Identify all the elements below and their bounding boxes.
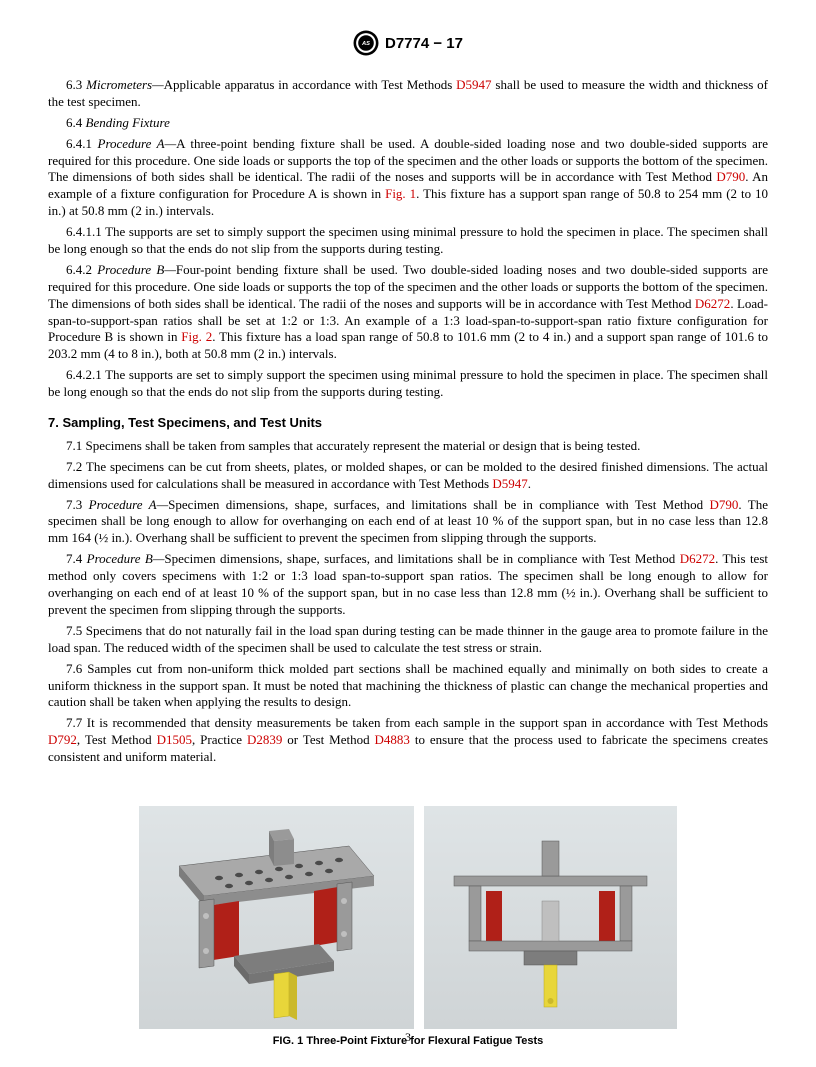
text: The supports are set to simply support t… [48,367,768,399]
text: Specimen dimensions, shape, surfaces, an… [168,497,709,512]
ref-link[interactable]: D5947 [456,77,491,92]
ref-link[interactable]: D4883 [375,732,410,747]
clause-num: 7.6 [66,661,87,676]
clause-num: 6.4.2.1 [66,367,105,382]
term: Procedure A— [98,136,177,151]
clause-num: 6.4.1.1 [66,224,105,239]
para-6-4-2-1: 6.4.2.1 The supports are set to simply s… [48,367,768,401]
page: AS D7774 − 17 6.3 Micrometers—Applicable… [0,0,816,1067]
text: . [528,476,531,491]
fig-link[interactable]: Fig. 1 [385,186,416,201]
header-inner: AS D7774 − 17 [353,30,463,56]
para-6-3: 6.3 Micrometers—Applicable apparatus in … [48,77,768,111]
term: Bending Fixture [86,115,170,130]
para-7-1: 7.1 Specimens shall be taken from sample… [48,438,768,455]
fixture-isometric-icon [139,806,414,1029]
para-6-4-1: 6.4.1 Procedure A—A three-point bending … [48,136,768,220]
clause-num: 7.4 [66,551,87,566]
body-content: 6.3 Micrometers—Applicable apparatus in … [48,77,768,766]
figure-1-left-panel [139,806,414,1029]
term: Micrometers— [86,77,164,92]
fixture-front-icon [424,806,677,1029]
text: Samples cut from non-uniform thick molde… [48,661,768,710]
para-6-4-1-1: 6.4.1.1 The supports are set to simply s… [48,224,768,258]
term: Procedure B— [97,262,176,277]
clause-num: 6.3 [66,77,86,92]
page-number: 3 [0,1030,816,1045]
ref-link[interactable]: D6272 [680,551,715,566]
text: Specimen dimensions, shape, surfaces, an… [164,551,679,566]
para-7-7: 7.7 It is recommended that density measu… [48,715,768,766]
text: The specimens can be cut from sheets, pl… [48,459,768,491]
term: Procedure A— [89,497,169,512]
ref-link[interactable]: D6272 [695,296,730,311]
text: The supports are set to simply support t… [48,224,768,256]
page-header: AS D7774 − 17 [48,30,768,61]
para-7-5: 7.5 Specimens that do not naturally fail… [48,623,768,657]
section-7-heading: 7. Sampling, Test Specimens, and Test Un… [48,415,768,432]
clause-num: 7.5 [66,623,86,638]
text: or Test Method [282,732,374,747]
astm-logo-icon: AS [353,30,379,56]
ref-link[interactable]: D1505 [157,732,192,747]
text: It is recommended that density measureme… [87,715,768,730]
svg-text:AS: AS [361,41,370,47]
clause-num: 6.4.2 [66,262,97,277]
ref-link[interactable]: D2839 [247,732,282,747]
figure-1-right-panel [424,806,677,1029]
text: Specimens shall be taken from samples th… [86,438,641,453]
ref-link[interactable]: D5947 [492,476,527,491]
term: Procedure B— [87,551,165,566]
ref-link[interactable]: D792 [48,732,77,747]
para-7-3: 7.3 Procedure A—Specimen dimensions, sha… [48,497,768,548]
clause-num: 7.1 [66,438,86,453]
para-7-6: 7.6 Samples cut from non-uniform thick m… [48,661,768,712]
text: Specimens that do not naturally fail in … [48,623,768,655]
text: , Test Method [77,732,157,747]
para-7-4: 7.4 Procedure B—Specimen dimensions, sha… [48,551,768,619]
figure-1-row [48,806,768,1029]
ref-link[interactable]: D790 [716,169,745,184]
clause-num: 7.7 [66,715,87,730]
fig-link[interactable]: Fig. 2 [181,329,212,344]
doc-id: D7774 − 17 [385,35,463,52]
ref-link[interactable]: D790 [710,497,739,512]
para-6-4-2: 6.4.2 Procedure B—Four-point bending fix… [48,262,768,363]
para-7-2: 7.2 The specimens can be cut from sheets… [48,459,768,493]
clause-num: 6.4.1 [66,136,98,151]
clause-num: 7.3 [66,497,89,512]
text: Applicable apparatus in accordance with … [164,77,456,92]
text: , Practice [192,732,247,747]
clause-num: 7.2 [66,459,86,474]
para-6-4: 6.4 Bending Fixture [48,115,768,132]
clause-num: 6.4 [66,115,86,130]
